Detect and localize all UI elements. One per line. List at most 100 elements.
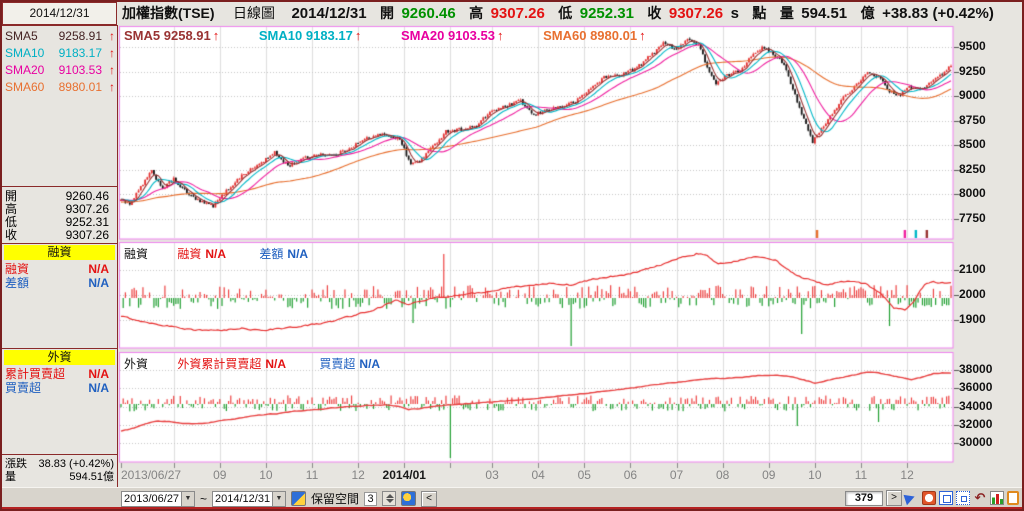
up-arrow-icon: ↑ [496, 28, 504, 43]
sidebar: SMA5 9258.91 ↑ SMA10 9183.17 ↑ SMA20 910… [2, 25, 118, 487]
margin-diff-label: 差額 [5, 276, 30, 290]
margin-diff-value: N/A [88, 276, 109, 290]
start-date-select[interactable]: 2013/06/27 ▼ [121, 490, 195, 507]
section-divider [2, 348, 117, 349]
open-label: 開 [380, 5, 394, 21]
legend-sma5-value: 9258.91 [163, 28, 211, 43]
sma10-row: SMA10 9183.17 ↑ [2, 46, 117, 61]
chart-canvas[interactable] [118, 25, 1008, 487]
end-date-value[interactable]: 2014/12/31 [215, 492, 271, 505]
quote-date: 2014/12/31 [291, 5, 367, 22]
change-row: 漲跌 38.83 (+0.42%) [2, 457, 117, 472]
undo-icon[interactable]: ↶ [974, 490, 986, 505]
margin-label: 融資 [5, 262, 30, 276]
keep-space-value[interactable]: 3 [364, 491, 378, 506]
margin-row: 融資 N/A [2, 262, 117, 277]
history-clock-icon[interactable] [922, 491, 936, 505]
sma10-value: 9183.17 [58, 46, 102, 60]
up-arrow-icon: ↑ [354, 28, 362, 43]
period-label[interactable]: 日線圖 [233, 5, 276, 21]
foreign-net-legend-value: N/A [359, 357, 381, 371]
up-arrow-icon: ↑ [109, 29, 115, 43]
legend-sma60: SMA60 8980.01 ↑ [543, 28, 645, 43]
legend-sma60-value: 8980.01 [590, 28, 638, 43]
zoom-out-icon[interactable] [956, 491, 970, 505]
foreign-net-value: N/A [88, 381, 109, 395]
sma20-value: 9103.53 [58, 63, 102, 77]
volume-value: 594.51億 [69, 471, 114, 483]
foreign-net-legend-item: 買賣超 N/A [319, 357, 380, 371]
chevron-down-icon[interactable]: ▼ [272, 491, 286, 506]
sma60-row: SMA60 8980.01 ↑ [2, 80, 117, 95]
volume-value: 594.51 [801, 5, 848, 22]
bar-count[interactable]: 379 [845, 490, 883, 506]
low-row: 低 9252.31 [2, 215, 117, 230]
sma20-row: SMA20 9103.53 ↑ [2, 63, 117, 78]
margin-panel-title[interactable]: 融資 [124, 247, 149, 261]
date-box[interactable]: 2014/12/31 [2, 2, 117, 25]
margin-diff-row: 差額 N/A [2, 276, 117, 291]
keep-space-label: 保留空間 [311, 492, 360, 506]
volume-chart-icon[interactable] [990, 491, 1004, 505]
section-divider [2, 454, 117, 455]
end-date-select[interactable]: 2014/12/31 ▼ [212, 490, 287, 507]
scroll-left-button[interactable]: < [421, 490, 438, 507]
legend-sma10-label: SMA10 [258, 28, 303, 43]
close-value: 9307.26 [668, 5, 724, 22]
scroll-right-button[interactable]: > [886, 490, 902, 506]
foreign-net-legend-label: 買賣超 [319, 357, 356, 371]
sma5-value: 9258.91 [58, 29, 102, 43]
margin-diff-legend-value: N/A [287, 247, 309, 261]
sma20-label: SMA20 [5, 63, 45, 77]
chart-title-bar: 加權指數(TSE) 日線圖 2014/12/31 開 9260.46 高 930… [122, 2, 994, 25]
volume-label: 量 [5, 471, 16, 483]
drawing-tool-icon[interactable] [291, 491, 307, 506]
legend-sma20: SMA20 9103.53 ↑ [401, 28, 503, 43]
margin-diff-legend-item: 差額 N/A [259, 247, 308, 261]
section-divider [2, 186, 117, 187]
low-label: 低 [5, 215, 18, 229]
keep-space-spinner[interactable] [382, 491, 397, 506]
open-value: 9260.46 [401, 5, 456, 22]
legend-sma10: SMA10 9183.17 ↑ [259, 28, 361, 43]
settle-flag: s [730, 5, 739, 22]
volume-unit: 億 [860, 5, 875, 21]
foreign-cum-legend-item: 外資累計買賣超 N/A [177, 357, 286, 371]
start-date-value[interactable]: 2013/06/27 [124, 492, 180, 505]
hand-tool-icon[interactable] [401, 491, 417, 506]
margin-legend: 融資 融資 N/A 差額 N/A [124, 245, 338, 262]
zoom-in-icon[interactable] [939, 491, 953, 505]
symbol-name: 加權指數(TSE) [122, 5, 215, 21]
open-row: 開 9260.46 [2, 189, 117, 204]
section-divider [2, 243, 117, 244]
high-label: 高 [469, 5, 484, 21]
up-arrow-icon: ↑ [212, 28, 220, 43]
up-arrow-icon: ↑ [109, 80, 115, 94]
open-value: 9260.46 [65, 189, 109, 203]
foreign-panel-title[interactable]: 外資 [124, 357, 149, 371]
margin-value: N/A [88, 262, 109, 276]
legend-sma10-value: 9183.17 [305, 28, 353, 43]
point-label: 點 [752, 5, 767, 21]
close-label: 收 [5, 228, 18, 242]
top-bar: 2014/12/31 加權指數(TSE) 日線圖 2014/12/31 開 92… [2, 2, 1022, 25]
change-label: 漲跌 [5, 458, 27, 470]
foreign-cum-label: 累計買賣超 [5, 367, 66, 381]
spin-up-icon[interactable] [386, 494, 395, 498]
margin-section-header[interactable]: 融資 [4, 245, 115, 260]
foreign-cum-legend-label: 外資累計買賣超 [177, 357, 262, 371]
change-value: 38.83 (+0.42%) [38, 458, 114, 470]
price-legend: SMA5 9258.91 ↑ SMA10 9183.17 ↑ SMA20 9103.… [124, 28, 682, 43]
toolbar-left-group: 2013/06/27 ▼ ~ 2014/12/31 ▼ 保留空間 3 < [121, 490, 438, 507]
close-row: 收 9307.26 [2, 228, 117, 243]
chevron-down-icon[interactable]: ▼ [181, 491, 194, 506]
low-label: 低 [558, 5, 573, 21]
sma10-label: SMA10 [5, 46, 45, 60]
cursor-tool-icon[interactable] [903, 491, 917, 506]
legend-sma5: SMA5 9258.91 ↑ [124, 28, 219, 43]
spin-down-icon[interactable] [386, 499, 395, 503]
up-arrow-icon: ↑ [639, 28, 646, 43]
foreign-section-header[interactable]: 外資 [4, 350, 115, 365]
clipboard-icon[interactable] [1007, 491, 1019, 505]
